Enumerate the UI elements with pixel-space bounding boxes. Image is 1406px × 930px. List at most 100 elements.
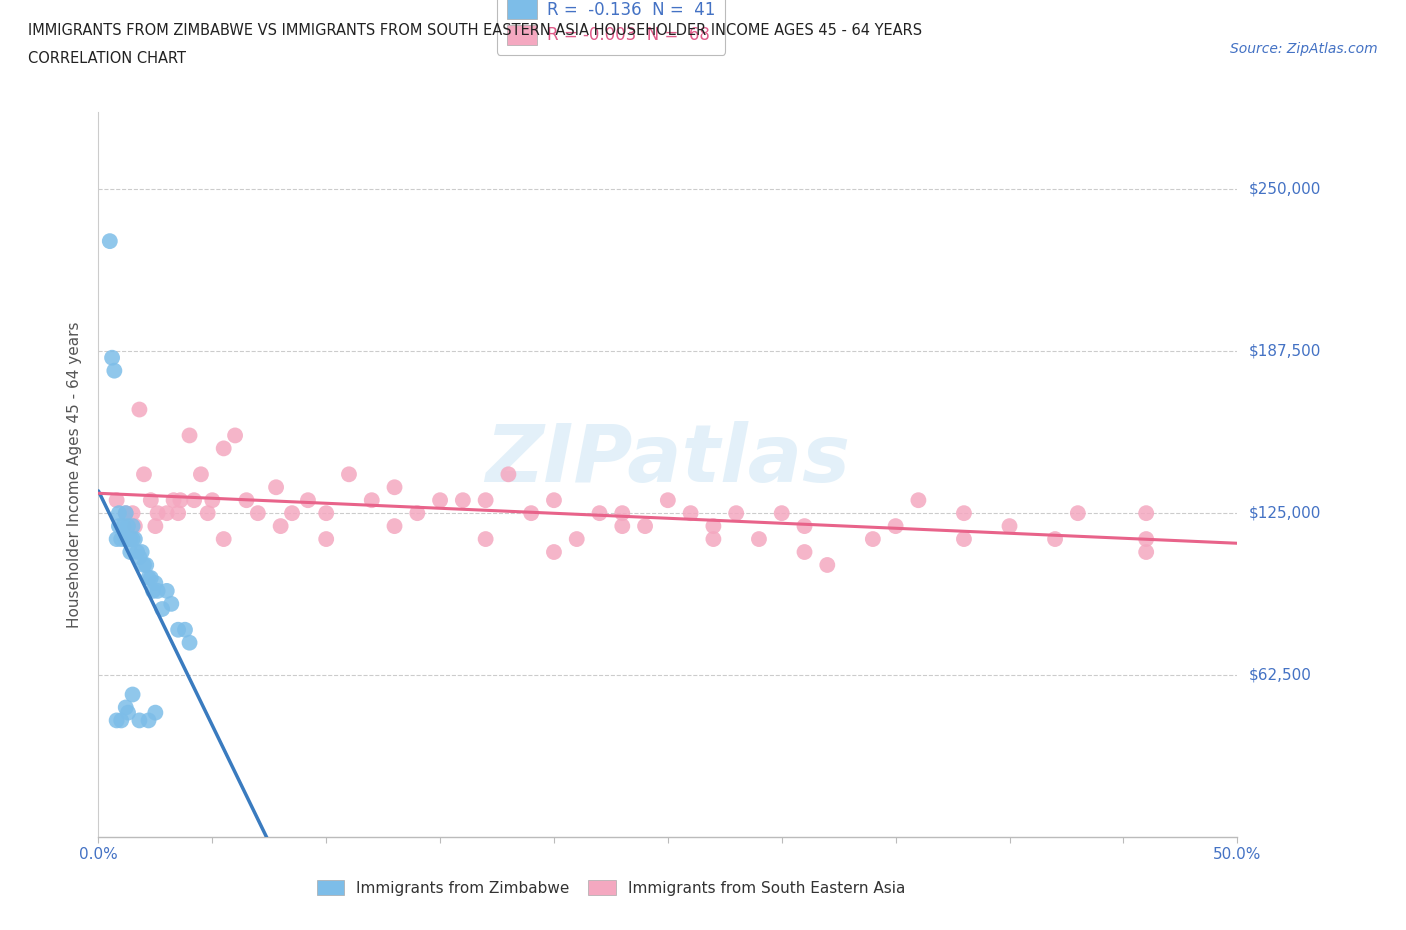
Point: [1043, 532, 1066, 547]
Point: [160, 596, 183, 611]
Text: $62,500: $62,500: [1249, 668, 1312, 683]
Point: [565, 532, 588, 547]
Point: [264, 480, 287, 495]
Point: [770, 506, 793, 521]
Point: [98, 233, 121, 248]
Point: [105, 493, 128, 508]
Point: [793, 519, 815, 534]
Point: [281, 506, 304, 521]
Point: [110, 713, 132, 728]
Point: [384, 519, 406, 534]
Point: [121, 532, 143, 547]
Point: [998, 519, 1021, 534]
Point: [235, 493, 257, 508]
Point: [167, 622, 190, 637]
Point: [114, 506, 136, 521]
Point: [884, 519, 907, 534]
Point: [128, 713, 150, 728]
Point: [315, 506, 337, 521]
Point: [190, 467, 212, 482]
Point: [406, 506, 429, 521]
Point: [679, 506, 702, 521]
Point: [183, 493, 205, 508]
Point: [702, 519, 724, 534]
Point: [117, 705, 139, 720]
Point: [162, 493, 184, 508]
Point: [1135, 532, 1157, 547]
Point: [793, 545, 815, 560]
Point: [634, 519, 657, 534]
Text: ZIPatlas: ZIPatlas: [485, 420, 851, 498]
Point: [862, 532, 884, 547]
Point: [127, 545, 149, 560]
Point: [212, 441, 235, 456]
Point: [953, 532, 976, 547]
Point: [1067, 506, 1090, 521]
Point: [114, 700, 136, 715]
Point: [112, 519, 135, 534]
Point: [429, 493, 451, 508]
Point: [138, 713, 160, 728]
Text: $187,500: $187,500: [1249, 344, 1320, 359]
Point: [212, 532, 235, 547]
Point: [121, 687, 143, 702]
Point: [498, 467, 520, 482]
Point: [451, 493, 474, 508]
Point: [815, 558, 838, 573]
Point: [117, 519, 139, 534]
Point: [120, 532, 142, 547]
Point: [132, 467, 155, 482]
Point: [337, 467, 360, 482]
Point: [128, 402, 150, 417]
Point: [131, 545, 153, 560]
Point: [1135, 506, 1157, 521]
Point: [117, 532, 139, 547]
Point: [588, 506, 610, 521]
Point: [270, 519, 292, 534]
Text: IMMIGRANTS FROM ZIMBABWE VS IMMIGRANTS FROM SOUTH EASTERN ASIA HOUSEHOLDER INCOM: IMMIGRANTS FROM ZIMBABWE VS IMMIGRANTS F…: [28, 23, 922, 38]
Point: [169, 493, 191, 508]
Point: [474, 532, 496, 547]
Point: [120, 545, 142, 560]
Point: [145, 519, 167, 534]
Point: [167, 506, 190, 521]
Point: [224, 428, 246, 443]
Point: [156, 506, 179, 521]
Point: [114, 506, 136, 521]
Point: [520, 506, 543, 521]
Point: [135, 558, 157, 573]
Point: [132, 558, 155, 573]
Point: [121, 506, 143, 521]
Point: [108, 506, 131, 521]
Point: [197, 506, 219, 521]
Point: [108, 519, 131, 534]
Point: [103, 364, 125, 379]
Point: [953, 506, 976, 521]
Point: [315, 532, 337, 547]
Legend: Immigrants from Zimbabwe, Immigrants from South Eastern Asia: Immigrants from Zimbabwe, Immigrants fro…: [311, 873, 911, 902]
Point: [179, 635, 201, 650]
Point: [110, 532, 132, 547]
Point: [138, 570, 160, 585]
Point: [474, 493, 496, 508]
Point: [145, 576, 167, 591]
Point: [384, 480, 406, 495]
Point: [105, 532, 128, 547]
Point: [612, 519, 634, 534]
Point: [725, 506, 748, 521]
Point: [128, 550, 150, 565]
Text: $125,000: $125,000: [1249, 506, 1320, 521]
Point: [145, 705, 167, 720]
Point: [146, 506, 169, 521]
Point: [702, 532, 724, 547]
Point: [297, 493, 319, 508]
Point: [146, 583, 169, 598]
Point: [139, 570, 162, 585]
Point: [174, 622, 197, 637]
Point: [360, 493, 382, 508]
Point: [1135, 545, 1157, 560]
Point: [179, 428, 201, 443]
Text: CORRELATION CHART: CORRELATION CHART: [28, 51, 186, 66]
Point: [246, 506, 269, 521]
Point: [748, 532, 770, 547]
